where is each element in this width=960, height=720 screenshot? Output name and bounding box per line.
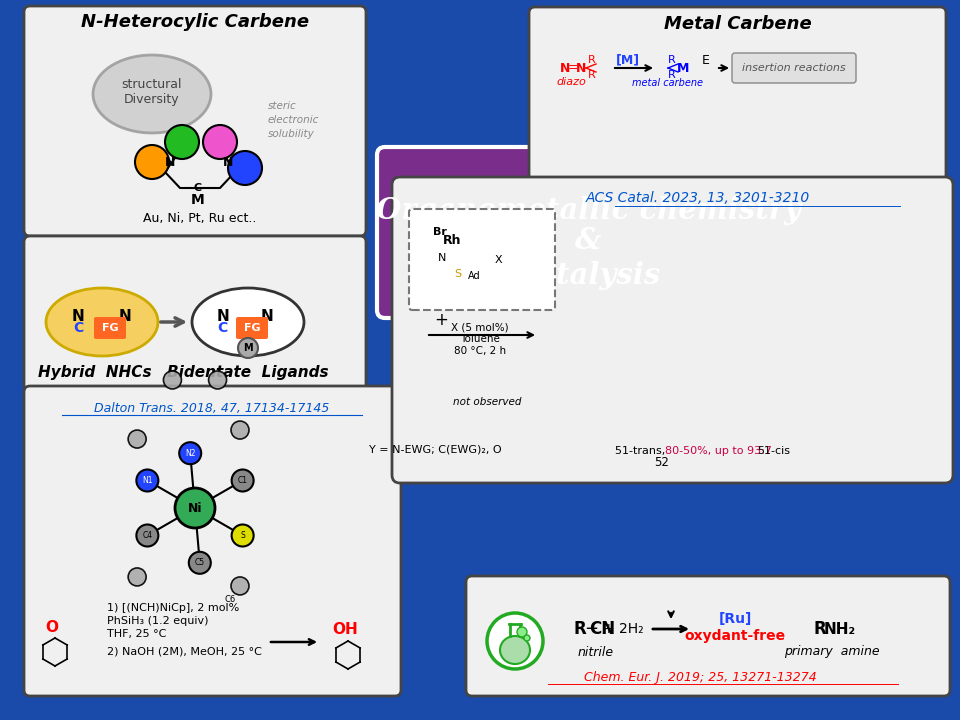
FancyBboxPatch shape bbox=[409, 209, 555, 310]
Text: N2: N2 bbox=[185, 449, 196, 458]
Circle shape bbox=[228, 151, 262, 185]
Text: THF, 25 °C: THF, 25 °C bbox=[107, 629, 166, 639]
Text: structural
Diversity: structural Diversity bbox=[122, 78, 182, 106]
Text: =: = bbox=[567, 61, 578, 74]
Text: X (5 mol%): X (5 mol%) bbox=[451, 322, 509, 332]
Text: steric
electronic
solubility: steric electronic solubility bbox=[268, 101, 320, 139]
Circle shape bbox=[136, 469, 158, 492]
Text: &: & bbox=[575, 225, 601, 254]
Text: FG: FG bbox=[102, 323, 118, 333]
FancyBboxPatch shape bbox=[392, 177, 953, 483]
Text: Metal Carbene: Metal Carbene bbox=[664, 15, 812, 33]
Text: +: + bbox=[434, 311, 448, 329]
FancyBboxPatch shape bbox=[529, 7, 946, 181]
Text: NH₂: NH₂ bbox=[824, 621, 856, 636]
Text: C4: C4 bbox=[142, 531, 153, 540]
Text: Chem. Eur. J. 2019; 25, 13271-13274: Chem. Eur. J. 2019; 25, 13271-13274 bbox=[584, 670, 816, 683]
FancyBboxPatch shape bbox=[377, 147, 798, 318]
Text: R: R bbox=[574, 620, 587, 638]
Ellipse shape bbox=[93, 55, 211, 133]
Circle shape bbox=[238, 338, 258, 358]
Text: C: C bbox=[194, 183, 202, 193]
Text: O: O bbox=[45, 619, 59, 634]
Text: S: S bbox=[240, 531, 245, 540]
Ellipse shape bbox=[192, 288, 304, 356]
Text: Y = N-EWG; C(EWG)₂, O: Y = N-EWG; C(EWG)₂, O bbox=[369, 444, 501, 454]
Text: R: R bbox=[588, 70, 596, 80]
FancyBboxPatch shape bbox=[236, 317, 268, 339]
Text: Bidentate  Ligands: Bidentate Ligands bbox=[167, 364, 329, 379]
Circle shape bbox=[517, 627, 527, 637]
Circle shape bbox=[208, 371, 227, 389]
Text: C5: C5 bbox=[195, 558, 204, 567]
Ellipse shape bbox=[500, 636, 530, 664]
Text: M: M bbox=[677, 61, 689, 74]
Text: N: N bbox=[72, 308, 84, 323]
Text: ─: ─ bbox=[586, 620, 596, 638]
Text: N: N bbox=[223, 156, 233, 168]
Text: 1) [(NCH)NiCp], 2 mol%: 1) [(NCH)NiCp], 2 mol% bbox=[107, 603, 239, 613]
FancyBboxPatch shape bbox=[24, 236, 366, 391]
Circle shape bbox=[128, 568, 146, 586]
Circle shape bbox=[136, 524, 158, 546]
Text: 80-50%, up to 93:7: 80-50%, up to 93:7 bbox=[665, 446, 772, 456]
Circle shape bbox=[175, 488, 215, 528]
Text: FG: FG bbox=[244, 323, 260, 333]
Text: R: R bbox=[668, 70, 676, 80]
Text: C: C bbox=[217, 321, 228, 335]
Text: N: N bbox=[119, 308, 132, 323]
Text: diazo: diazo bbox=[556, 77, 586, 87]
Circle shape bbox=[163, 371, 181, 389]
FancyBboxPatch shape bbox=[466, 576, 950, 696]
Circle shape bbox=[203, 125, 237, 159]
Ellipse shape bbox=[46, 288, 158, 356]
Text: 80 °C, 2 h: 80 °C, 2 h bbox=[454, 346, 506, 356]
Text: N1: N1 bbox=[142, 476, 153, 485]
Circle shape bbox=[189, 552, 211, 574]
Text: Au, Ni, Pt, Ru ect..: Au, Ni, Pt, Ru ect.. bbox=[143, 212, 256, 225]
Circle shape bbox=[128, 430, 146, 448]
Text: OH: OH bbox=[332, 623, 358, 637]
Text: Ni: Ni bbox=[188, 502, 203, 515]
Text: 51-trans,: 51-trans, bbox=[615, 446, 669, 456]
Text: 51-cis: 51-cis bbox=[757, 446, 790, 456]
Text: 52: 52 bbox=[655, 456, 669, 469]
FancyBboxPatch shape bbox=[24, 386, 401, 696]
Text: Br: Br bbox=[433, 227, 446, 237]
Text: Rh: Rh bbox=[443, 233, 461, 246]
Circle shape bbox=[165, 125, 199, 159]
Circle shape bbox=[524, 635, 530, 641]
Text: Ad: Ad bbox=[468, 271, 480, 281]
Text: + 2H₂: + 2H₂ bbox=[603, 622, 643, 636]
Text: X: X bbox=[494, 255, 502, 265]
Text: ACS Catal. 2023, 13, 3201-3210: ACS Catal. 2023, 13, 3201-3210 bbox=[586, 191, 810, 205]
Text: oxydant-free: oxydant-free bbox=[684, 629, 785, 643]
Text: [M]: [M] bbox=[616, 53, 640, 66]
Text: [Ru]: [Ru] bbox=[718, 612, 752, 626]
Text: Hybrid  NHCs: Hybrid NHCs bbox=[38, 364, 152, 379]
Text: S: S bbox=[454, 269, 462, 279]
Circle shape bbox=[180, 442, 202, 464]
FancyBboxPatch shape bbox=[24, 6, 366, 236]
Text: M: M bbox=[243, 343, 252, 353]
Text: not observed: not observed bbox=[453, 397, 521, 407]
Text: N: N bbox=[217, 308, 229, 323]
FancyBboxPatch shape bbox=[94, 317, 126, 339]
Circle shape bbox=[231, 577, 249, 595]
Text: N-Heterocylic Carbene: N-Heterocylic Carbene bbox=[81, 13, 309, 31]
Text: R: R bbox=[668, 55, 676, 65]
Text: Toluene: Toluene bbox=[460, 334, 500, 344]
Text: N: N bbox=[560, 61, 570, 74]
Text: N: N bbox=[576, 61, 587, 74]
Text: insertion reactions: insertion reactions bbox=[742, 63, 846, 73]
Text: N: N bbox=[165, 156, 175, 168]
Text: C6: C6 bbox=[225, 595, 235, 605]
Text: primary  amine: primary amine bbox=[784, 646, 879, 659]
Text: R: R bbox=[814, 620, 827, 638]
Circle shape bbox=[487, 613, 543, 669]
Text: Dalton Trans. 2018, 47, 17134-17145: Dalton Trans. 2018, 47, 17134-17145 bbox=[94, 402, 329, 415]
Text: N: N bbox=[260, 308, 274, 323]
Text: M: M bbox=[191, 193, 204, 207]
Text: 2) NaOH (2M), MeOH, 25 °C: 2) NaOH (2M), MeOH, 25 °C bbox=[107, 647, 262, 657]
